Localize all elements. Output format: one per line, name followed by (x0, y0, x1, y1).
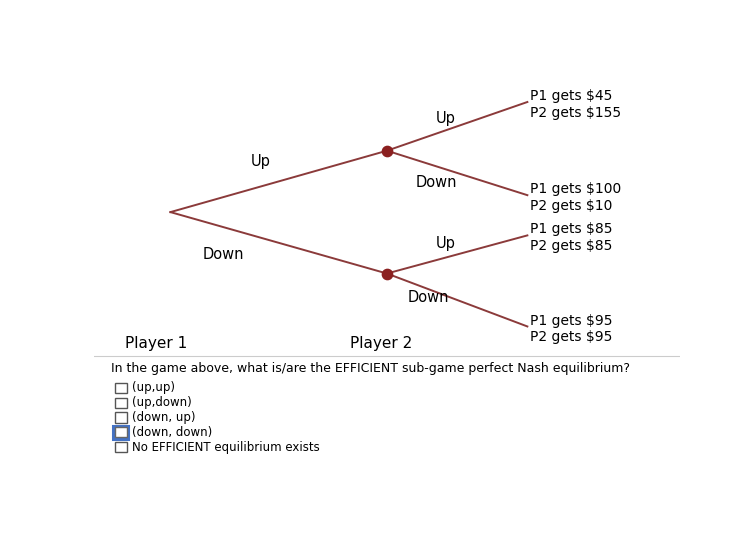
Text: Down: Down (407, 290, 448, 305)
Text: P2 gets $85: P2 gets $85 (530, 239, 612, 254)
Text: Up: Up (436, 112, 455, 126)
Text: Down: Down (202, 247, 244, 262)
Text: P2 gets $95: P2 gets $95 (530, 331, 612, 344)
Text: Up: Up (251, 154, 271, 169)
Text: (down, down): (down, down) (132, 426, 213, 439)
Bar (115, 427, 127, 437)
Text: Up: Up (436, 236, 455, 251)
Text: (down, up): (down, up) (132, 411, 196, 424)
Text: P1 gets $85: P1 gets $85 (530, 222, 613, 236)
Text: In the game above, what is/are the EFFICIENT sub-game perfect Nash equilibrium?: In the game above, what is/are the EFFIC… (111, 362, 630, 375)
Text: No EFFICIENT equilibrium exists: No EFFICIENT equilibrium exists (132, 441, 320, 454)
Bar (115, 412, 127, 422)
Text: (up,down): (up,down) (132, 396, 193, 409)
Bar (115, 383, 127, 393)
Text: Player 2: Player 2 (350, 336, 412, 351)
Bar (115, 398, 127, 408)
Text: P2 gets $10: P2 gets $10 (530, 199, 612, 213)
Text: (up,up): (up,up) (132, 381, 175, 394)
Bar (113, 426, 128, 439)
Text: Player 1: Player 1 (125, 336, 187, 351)
Text: P1 gets $100: P1 gets $100 (530, 182, 621, 196)
Text: P2 gets $155: P2 gets $155 (530, 106, 621, 120)
Text: Down: Down (416, 175, 458, 190)
Text: P1 gets $45: P1 gets $45 (530, 89, 612, 103)
Text: P1 gets $95: P1 gets $95 (530, 314, 613, 327)
Point (381, 146, 393, 155)
Point (381, 269, 393, 278)
Bar (115, 442, 127, 452)
